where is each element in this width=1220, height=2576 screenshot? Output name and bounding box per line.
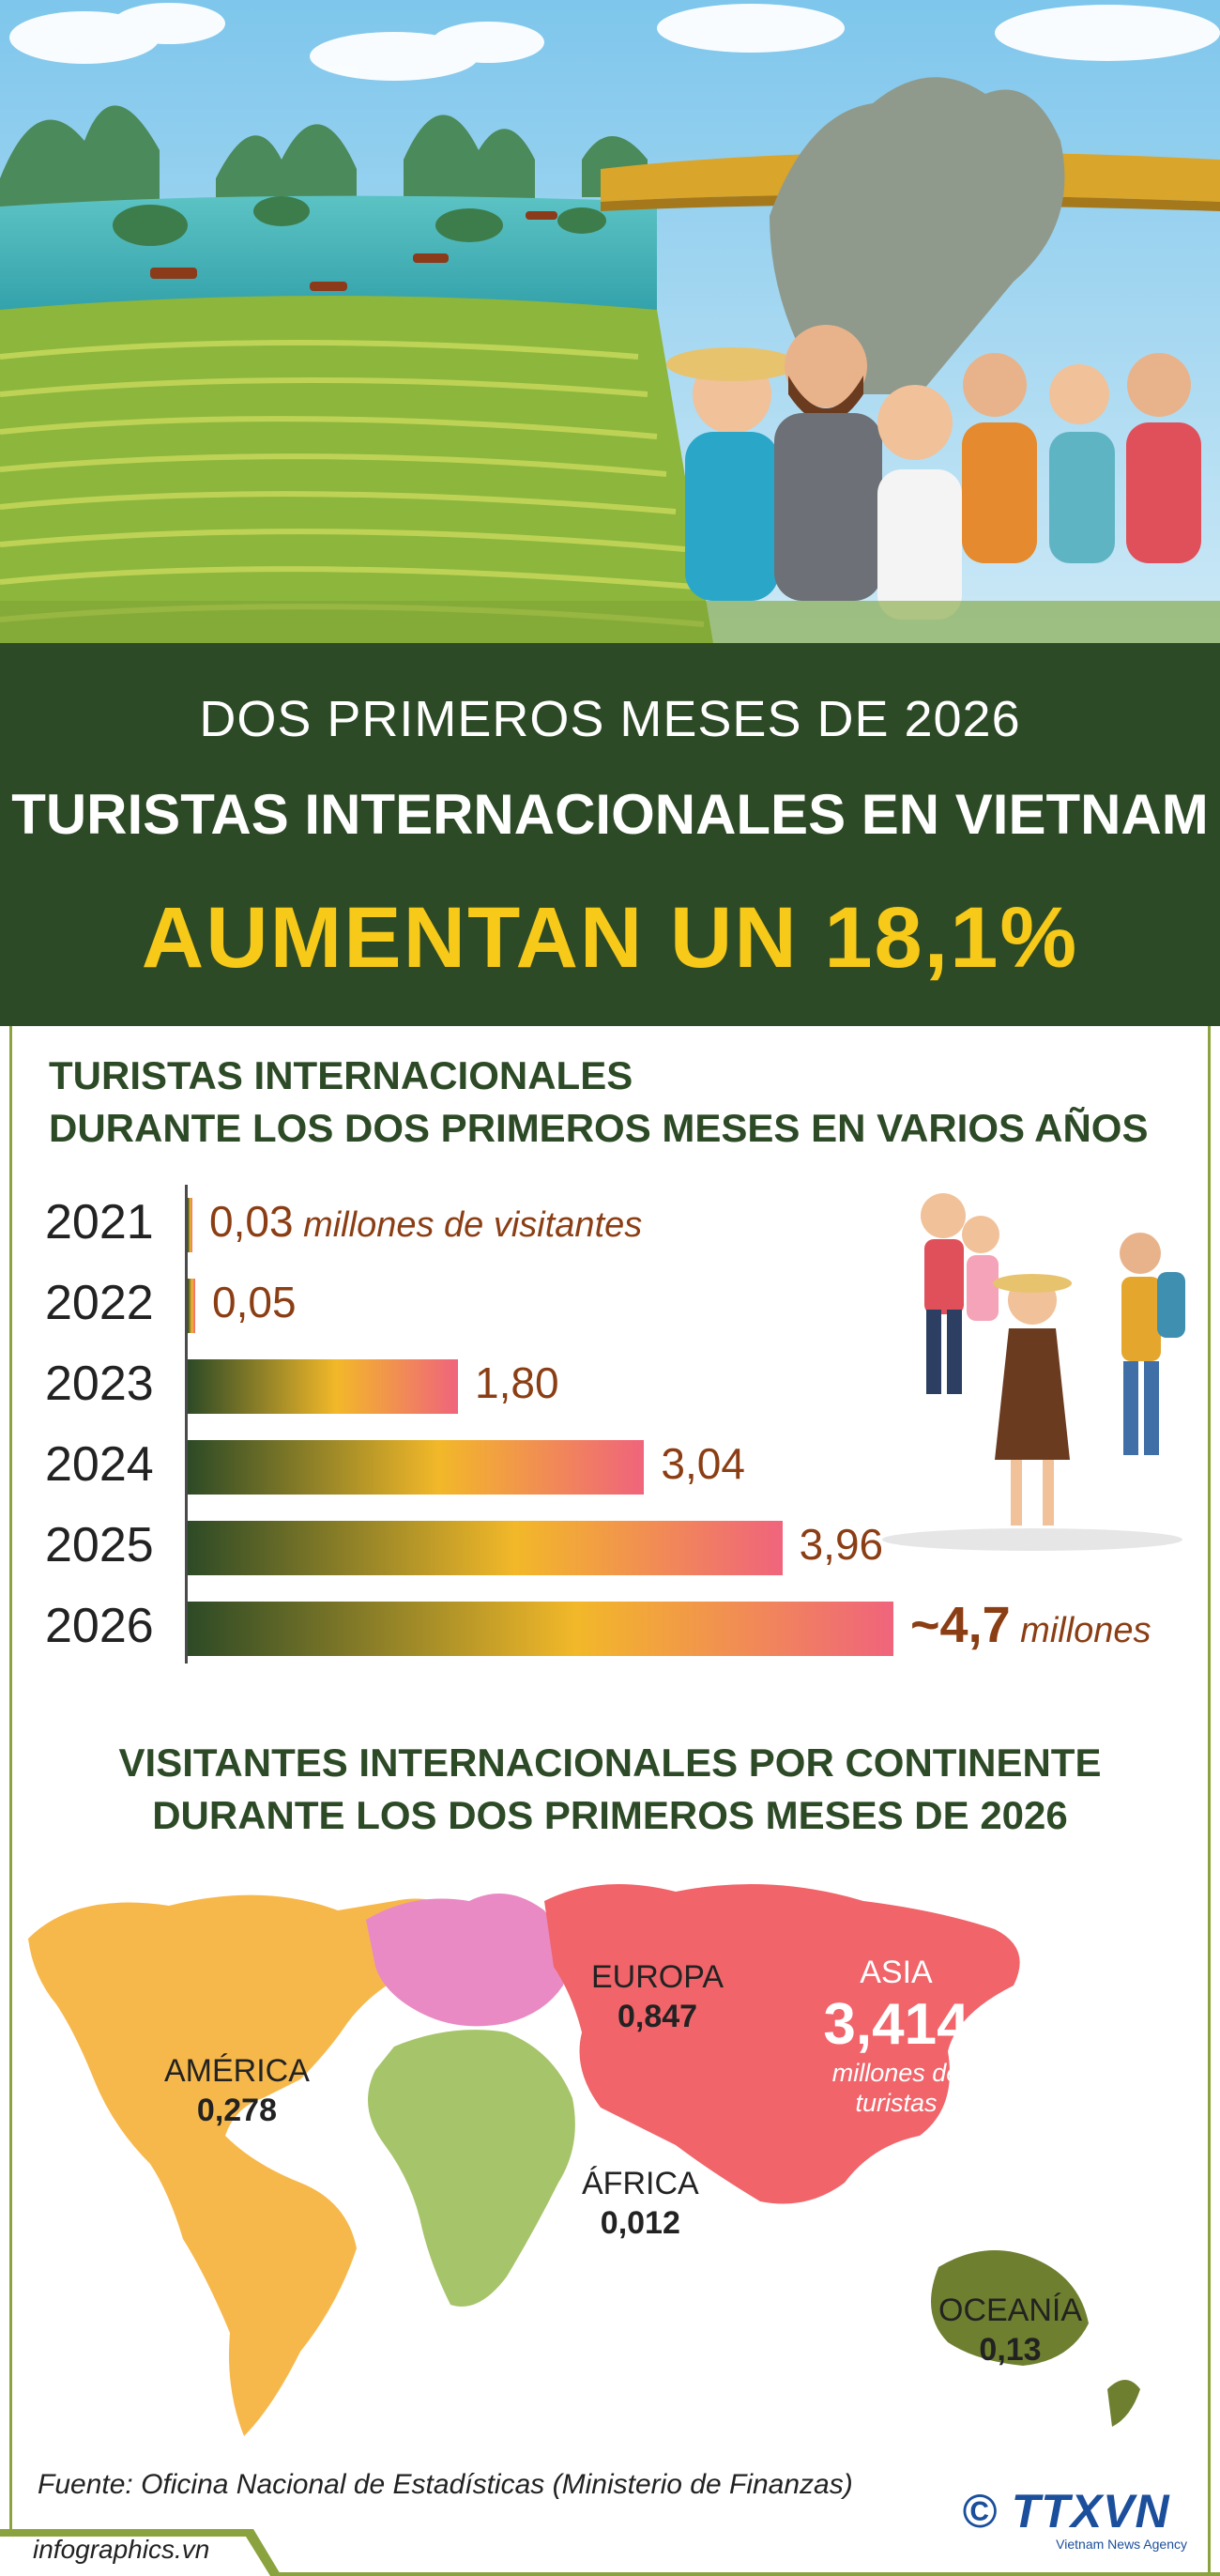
year-label: 2022	[45, 1276, 154, 1330]
hero-illustration-art	[0, 0, 1220, 643]
bar-chart: 2021 0,03 millones de visitantes 2022 0,05 2…	[0, 1183, 1220, 1671]
america-value: 0,278	[196, 2093, 277, 2128]
section1-title-line1: TURISTAS INTERNACIONALES	[49, 1053, 633, 1097]
asia-unit-line2: turistas	[855, 2089, 938, 2117]
america-name: AMÉRICA	[164, 2053, 310, 2089]
ttxvn-logo-text: © TTXVN	[962, 2485, 1170, 2538]
value-number: ~4,7	[910, 1597, 1011, 1653]
value-number: 0,05	[212, 1278, 297, 1326]
value-label-2023: 1,80	[475, 1357, 559, 1408]
section2-title: VISITANTES INTERNACIONALES POR CONTINENT…	[0, 1737, 1220, 1842]
source-note: Fuente: Oficina Nacional de Estadísticas…	[38, 2469, 853, 2500]
europa-label: EUROPA 0,847	[591, 1957, 724, 2036]
value-label-2025: 3,96	[800, 1519, 884, 1570]
oceania-name: OCEANÍA	[938, 2292, 1083, 2328]
tourists-illustration	[882, 1193, 1185, 1551]
value-label-2024: 3,04	[661, 1438, 745, 1489]
bar-2021	[188, 1198, 192, 1252]
bar-2024	[188, 1440, 645, 1495]
world-map	[19, 1863, 1201, 2450]
site-link[interactable]: infographics.vn	[33, 2535, 210, 2564]
region-asia	[544, 1884, 1020, 2204]
bar-2026	[188, 1602, 893, 1656]
region-africa	[368, 2030, 575, 2307]
africa-value: 0,012	[600, 2205, 680, 2241]
value-unit: millones	[1010, 1611, 1151, 1650]
africa-name: ÁFRICA	[582, 2166, 699, 2201]
section1-title: TURISTAS INTERNACIONALES DURANTE LOS DOS…	[49, 1050, 1148, 1155]
asia-unit-line1: millones de	[831, 2059, 961, 2087]
value-label-2021: 0,03 millones de visitantes	[209, 1196, 642, 1247]
africa-label: ÁFRICA 0,012	[582, 2164, 699, 2243]
title-band: DOS PRIMEROS MESES DE 2026 TURISTAS INTE…	[0, 643, 1220, 1026]
europa-value: 0,847	[617, 1999, 698, 2034]
headline-growth: AUMENTAN UN 18,1%	[141, 890, 1079, 986]
chart-axis	[185, 1185, 188, 1664]
bar-2022	[188, 1279, 195, 1333]
oceania-label: OCEANÍA 0,13	[938, 2291, 1082, 2369]
section2-title-line2: DURANTE LOS DOS PRIMEROS MESES DE 2026	[152, 1793, 1068, 1837]
year-label: 2025	[45, 1518, 154, 1572]
hero-illustration	[0, 0, 1220, 643]
value-label-2026: ~4,7 millones	[910, 1596, 1151, 1654]
value-label-2022: 0,05	[212, 1277, 297, 1327]
region-america	[28, 1894, 460, 2436]
footer-bar	[0, 2529, 1220, 2576]
europa-name: EUROPA	[591, 1959, 724, 1995]
main-title: TURISTAS INTERNACIONALES EN VIETNAM	[11, 783, 1209, 846]
subtitle-period: DOS PRIMEROS MESES DE 2026	[199, 691, 1021, 747]
oceania-value: 0,13	[979, 2332, 1042, 2368]
year-label: 2021	[45, 1195, 154, 1250]
value-number: 3,96	[799, 1520, 884, 1569]
year-label: 2023	[45, 1357, 154, 1411]
america-label: AMÉRICA 0,278	[164, 2051, 310, 2130]
content-frame	[9, 1026, 1211, 2576]
year-label: 2024	[45, 1437, 154, 1492]
asia-label: ASIA 3,414 millones de turistas	[816, 1953, 976, 2118]
region-oceania-nz	[1107, 2380, 1140, 2427]
bar-2023	[188, 1359, 458, 1414]
section2-title-line1: VISITANTES INTERNACIONALES POR CONTINENT…	[118, 1740, 1102, 1785]
value-number: 0,03	[209, 1197, 294, 1246]
year-label: 2026	[45, 1599, 154, 1653]
section1-title-line2: DURANTE LOS DOS PRIMEROS MESES EN VARIOS…	[49, 1106, 1149, 1150]
value-unit: millones de visitantes	[293, 1205, 643, 1245]
value-number: 1,80	[475, 1358, 559, 1407]
region-europa	[366, 1894, 566, 2027]
ttxvn-logo: © TTXVN Vietnam News Agency	[962, 2486, 1197, 2552]
value-number: 3,04	[661, 1439, 745, 1488]
region-oceania	[931, 2250, 1089, 2366]
asia-value: 3,414	[823, 1992, 969, 2057]
bar-2025	[188, 1521, 783, 1575]
asia-name: ASIA	[860, 1955, 933, 1990]
world-map-shapes	[28, 1884, 1140, 2436]
ttxvn-logo-subtext: Vietnam News Agency	[1056, 2537, 1187, 2552]
